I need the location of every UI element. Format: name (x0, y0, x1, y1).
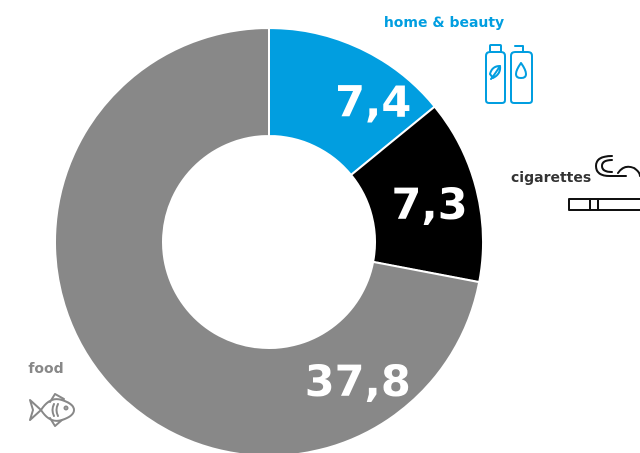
donut-slice-food (54, 26, 481, 453)
donut-slice-cigarettes (349, 105, 484, 284)
value-label-food: 37,8 (305, 357, 411, 407)
value-label-cigarettes: 7,3 (392, 180, 468, 230)
cigarette-icon (568, 155, 640, 211)
donut-slice-home-beauty (268, 26, 437, 177)
category-label-cigarettes: cigarettes (511, 170, 591, 186)
shampoo-bottles-icon (485, 44, 533, 104)
category-label-home-beauty: home & beauty (384, 15, 504, 31)
fish-icon (29, 393, 75, 427)
value-label-home-beauty: 7,4 (335, 77, 411, 127)
category-label-food: food (28, 361, 63, 377)
